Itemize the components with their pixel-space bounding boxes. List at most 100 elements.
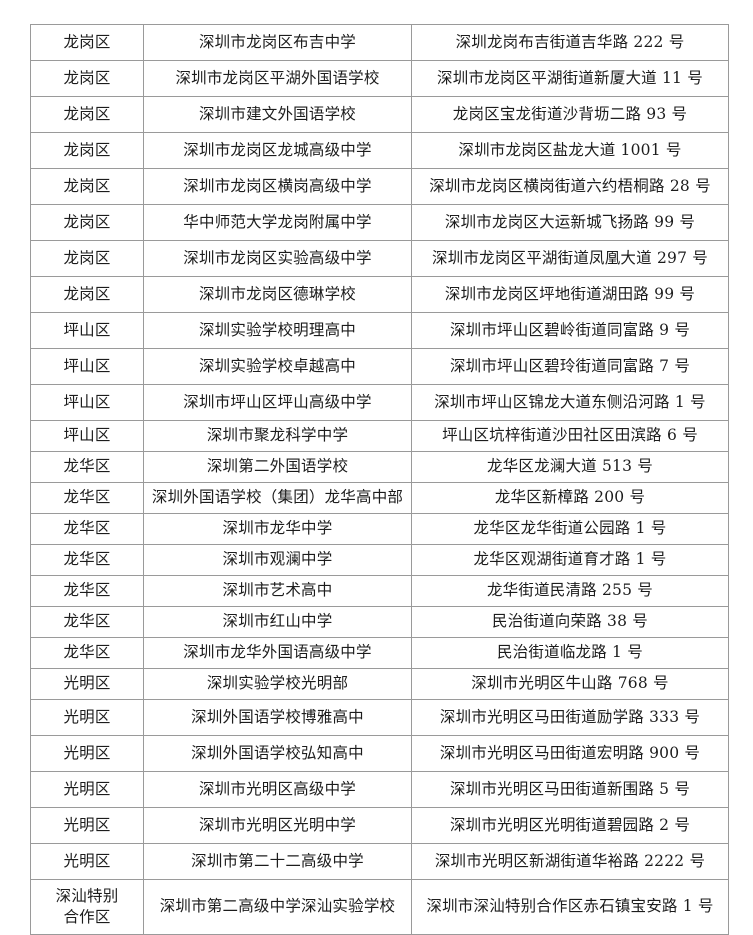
cell-address: 深圳市光明区马田街道励学路 333 号 bbox=[411, 699, 729, 736]
table-row: 光明区 深圳市光明区高级中学 深圳市光明区马田街道新围路 5 号 bbox=[30, 771, 729, 808]
cell-school: 深圳市龙岗区平湖外国语学校 bbox=[143, 60, 412, 97]
cell-address: 龙华区龙华街道公园路 1 号 bbox=[411, 513, 729, 545]
table-row: 光明区 深圳市光明区光明中学 深圳市光明区光明街道碧园路 2 号 bbox=[30, 807, 729, 844]
cell-school: 深圳市第二十二高级中学 bbox=[143, 843, 412, 880]
cell-district: 坪山区 bbox=[30, 312, 144, 349]
cell-school: 深圳外国语学校（集团）龙华高中部 bbox=[143, 482, 412, 514]
table-row: 光明区 深圳实验学校光明部 深圳市光明区牛山路 768 号 bbox=[30, 668, 729, 700]
cell-school: 深圳市艺术高中 bbox=[143, 575, 412, 607]
cell-district: 坪山区 bbox=[30, 348, 144, 385]
table-row: 龙华区 深圳市龙华外国语高级中学 民治街道临龙路 1 号 bbox=[30, 637, 729, 669]
cell-school: 深圳市坪山区坪山高级中学 bbox=[143, 384, 412, 421]
table-row: 龙华区 深圳市观澜中学 龙华区观湖街道育才路 1 号 bbox=[30, 544, 729, 576]
cell-address: 民治街道向荣路 38 号 bbox=[411, 606, 729, 638]
school-table-body: 龙岗区 深圳市龙岗区布吉中学 深圳龙岗布吉街道吉华路 222 号龙岗区 深圳市龙岗区平… bbox=[30, 24, 729, 935]
cell-district: 龙岗区 bbox=[30, 96, 144, 133]
cell-address: 深圳龙岗布吉街道吉华路 222 号 bbox=[411, 24, 729, 61]
cell-school: 深圳市龙华中学 bbox=[143, 513, 412, 545]
cell-school: 深圳市观澜中学 bbox=[143, 544, 412, 576]
table-row: 龙岗区 华中师范大学龙岗附属中学 深圳市龙岗区大运新城飞扬路 99 号 bbox=[30, 204, 729, 241]
cell-address: 深圳市龙岗区横岗街道六约梧桐路 28 号 bbox=[411, 168, 729, 205]
table-row: 坪山区 深圳市聚龙科学中学 坪山区坑梓街道沙田社区田滨路 6 号 bbox=[30, 420, 729, 452]
cell-address: 龙华区观湖街道育才路 1 号 bbox=[411, 544, 729, 576]
cell-school: 深圳市龙岗区德琳学校 bbox=[143, 276, 412, 313]
table-row: 龙岗区 深圳市建文外国语学校 龙岗区宝龙街道沙背坜二路 93 号 bbox=[30, 96, 729, 133]
cell-school: 深圳市聚龙科学中学 bbox=[143, 420, 412, 452]
cell-district: 坪山区 bbox=[30, 384, 144, 421]
cell-address: 深圳市龙岗区平湖街道凤凰大道 297 号 bbox=[411, 240, 729, 277]
cell-address: 龙华区新樟路 200 号 bbox=[411, 482, 729, 514]
table-row: 龙华区 深圳外国语学校（集团）龙华高中部 龙华区新樟路 200 号 bbox=[30, 482, 729, 514]
cell-district: 光明区 bbox=[30, 843, 144, 880]
cell-district: 龙岗区 bbox=[30, 132, 144, 169]
cell-school: 深圳外国语学校弘知高中 bbox=[143, 735, 412, 772]
table-row: 龙华区 深圳市红山中学 民治街道向荣路 38 号 bbox=[30, 606, 729, 638]
cell-district: 龙岗区 bbox=[30, 168, 144, 205]
cell-school: 深圳市龙岗区龙城高级中学 bbox=[143, 132, 412, 169]
cell-district: 光明区 bbox=[30, 699, 144, 736]
cell-school: 深圳市第二高级中学深汕实验学校 bbox=[143, 879, 412, 935]
cell-address: 坪山区坑梓街道沙田社区田滨路 6 号 bbox=[411, 420, 729, 452]
table-row: 光明区 深圳外国语学校弘知高中 深圳市光明区马田街道宏明路 900 号 bbox=[30, 735, 729, 772]
cell-district: 深汕特别 合作区 bbox=[30, 879, 144, 935]
table-row: 坪山区 深圳市坪山区坪山高级中学 深圳市坪山区锦龙大道东侧沿河路 1 号 bbox=[30, 384, 729, 421]
cell-address: 深圳市光明区新湖街道华裕路 2222 号 bbox=[411, 843, 729, 880]
table-row: 坪山区 深圳实验学校卓越高中 深圳市坪山区碧玲街道同富路 7 号 bbox=[30, 348, 729, 385]
cell-district: 光明区 bbox=[30, 668, 144, 700]
school-list-table-container: 龙岗区 深圳市龙岗区布吉中学 深圳龙岗布吉街道吉华路 222 号龙岗区 深圳市龙岗区平… bbox=[30, 24, 729, 935]
table-row: 龙岗区 深圳市龙岗区平湖外国语学校 深圳市龙岗区平湖街道新厦大道 11 号 bbox=[30, 60, 729, 97]
cell-address: 深圳市龙岗区盐龙大道 1001 号 bbox=[411, 132, 729, 169]
cell-district: 龙华区 bbox=[30, 575, 144, 607]
table-row: 深汕特别 合作区 深圳市第二高级中学深汕实验学校 深圳市深汕特别合作区赤石镇宝安路 1… bbox=[30, 879, 729, 935]
cell-school: 深圳实验学校卓越高中 bbox=[143, 348, 412, 385]
table-row: 坪山区 深圳实验学校明理高中 深圳市坪山区碧岭街道同富路 9 号 bbox=[30, 312, 729, 349]
cell-address: 深圳市龙岗区坪地街道湖田路 99 号 bbox=[411, 276, 729, 313]
cell-school: 深圳市光明区高级中学 bbox=[143, 771, 412, 808]
cell-school: 深圳外国语学校博雅高中 bbox=[143, 699, 412, 736]
cell-school: 深圳实验学校光明部 bbox=[143, 668, 412, 700]
table-row: 光明区 深圳市第二十二高级中学 深圳市光明区新湖街道华裕路 2222 号 bbox=[30, 843, 729, 880]
cell-address: 深圳市光明区马田街道新围路 5 号 bbox=[411, 771, 729, 808]
cell-address: 深圳市龙岗区大运新城飞扬路 99 号 bbox=[411, 204, 729, 241]
table-row: 龙岗区 深圳市龙岗区实验高级中学 深圳市龙岗区平湖街道凤凰大道 297 号 bbox=[30, 240, 729, 277]
table-row: 龙岗区 深圳市龙岗区横岗高级中学 深圳市龙岗区横岗街道六约梧桐路 28 号 bbox=[30, 168, 729, 205]
cell-school: 深圳市龙岗区横岗高级中学 bbox=[143, 168, 412, 205]
cell-district: 光明区 bbox=[30, 771, 144, 808]
cell-district: 龙岗区 bbox=[30, 240, 144, 277]
cell-district: 龙岗区 bbox=[30, 276, 144, 313]
cell-address: 深圳市光明区牛山路 768 号 bbox=[411, 668, 729, 700]
cell-address: 深圳市坪山区锦龙大道东侧沿河路 1 号 bbox=[411, 384, 729, 421]
cell-district: 龙华区 bbox=[30, 513, 144, 545]
cell-address: 民治街道临龙路 1 号 bbox=[411, 637, 729, 669]
cell-address: 深圳市龙岗区平湖街道新厦大道 11 号 bbox=[411, 60, 729, 97]
cell-address: 龙岗区宝龙街道沙背坜二路 93 号 bbox=[411, 96, 729, 133]
table-row: 龙华区 深圳市艺术高中 龙华街道民清路 255 号 bbox=[30, 575, 729, 607]
cell-school: 深圳市龙岗区布吉中学 bbox=[143, 24, 412, 61]
table-row: 光明区 深圳外国语学校博雅高中 深圳市光明区马田街道励学路 333 号 bbox=[30, 699, 729, 736]
table-row: 龙岗区 深圳市龙岗区布吉中学 深圳龙岗布吉街道吉华路 222 号 bbox=[30, 24, 729, 61]
cell-district: 坪山区 bbox=[30, 420, 144, 452]
cell-address: 深圳市深汕特别合作区赤石镇宝安路 1 号 bbox=[411, 879, 729, 935]
cell-district: 龙华区 bbox=[30, 606, 144, 638]
cell-district: 龙华区 bbox=[30, 482, 144, 514]
cell-address: 深圳市坪山区碧玲街道同富路 7 号 bbox=[411, 348, 729, 385]
cell-school: 深圳市光明区光明中学 bbox=[143, 807, 412, 844]
cell-district: 龙华区 bbox=[30, 544, 144, 576]
cell-address: 深圳市光明区马田街道宏明路 900 号 bbox=[411, 735, 729, 772]
table-row: 龙岗区 深圳市龙岗区龙城高级中学 深圳市龙岗区盐龙大道 1001 号 bbox=[30, 132, 729, 169]
cell-district: 光明区 bbox=[30, 735, 144, 772]
cell-address: 深圳市光明区光明街道碧园路 2 号 bbox=[411, 807, 729, 844]
cell-district: 龙华区 bbox=[30, 451, 144, 483]
cell-district: 龙岗区 bbox=[30, 204, 144, 241]
cell-school: 深圳第二外国语学校 bbox=[143, 451, 412, 483]
cell-address: 龙华街道民清路 255 号 bbox=[411, 575, 729, 607]
cell-district: 龙岗区 bbox=[30, 60, 144, 97]
cell-address: 深圳市坪山区碧岭街道同富路 9 号 bbox=[411, 312, 729, 349]
cell-school: 深圳市龙岗区实验高级中学 bbox=[143, 240, 412, 277]
cell-school: 深圳实验学校明理高中 bbox=[143, 312, 412, 349]
cell-school: 深圳市建文外国语学校 bbox=[143, 96, 412, 133]
school-list-table: 龙岗区 深圳市龙岗区布吉中学 深圳龙岗布吉街道吉华路 222 号龙岗区 深圳市龙岗区平… bbox=[30, 24, 729, 935]
cell-school: 华中师范大学龙岗附属中学 bbox=[143, 204, 412, 241]
table-row: 龙华区 深圳市龙华中学 龙华区龙华街道公园路 1 号 bbox=[30, 513, 729, 545]
cell-district: 龙岗区 bbox=[30, 24, 144, 61]
